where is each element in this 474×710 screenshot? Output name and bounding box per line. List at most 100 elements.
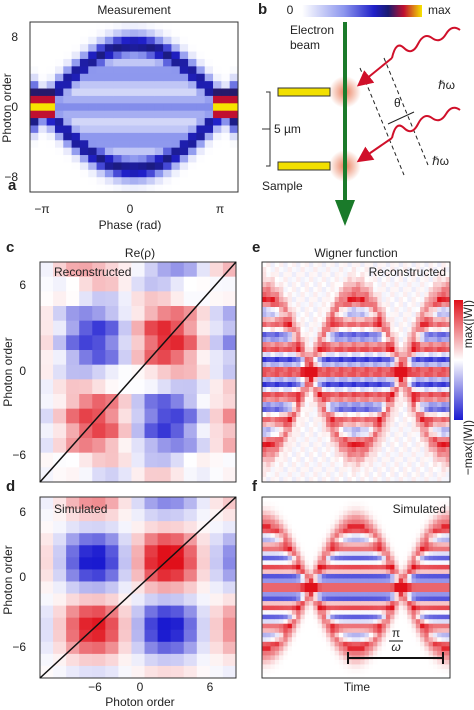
heatmap-cell <box>92 497 106 510</box>
heatmap-cell <box>213 103 222 112</box>
heatmap-cell <box>338 477 344 483</box>
heatmap-cell <box>347 555 353 561</box>
heatmap-cell <box>445 668 451 674</box>
heatmap-cell <box>270 528 276 534</box>
heatmap-cell <box>326 596 331 602</box>
heatmap-cell <box>53 569 67 582</box>
heatmap-cell <box>170 533 185 546</box>
heatmap-cell <box>385 632 391 638</box>
heatmap-cell <box>40 557 54 570</box>
heatmap-cell <box>437 262 442 268</box>
heatmap-cell <box>138 103 147 112</box>
heatmap-cell <box>364 578 370 584</box>
heatmap-cell <box>432 387 438 393</box>
heatmap-cell <box>291 337 297 343</box>
heatmap-cell <box>309 327 314 333</box>
heatmap-cell <box>403 519 408 525</box>
heatmap-cell <box>63 95 72 104</box>
heatmap-cell <box>274 515 280 521</box>
heatmap-cell <box>266 382 271 388</box>
heatmap-cell <box>403 601 408 606</box>
heatmap-cell <box>368 510 374 516</box>
heatmap-cell <box>381 619 387 625</box>
heatmap-cell <box>407 262 412 268</box>
heatmap-cell <box>411 564 417 570</box>
heatmap-cell <box>441 452 447 458</box>
heatmap-cell <box>343 442 348 448</box>
heatmap-cell <box>385 372 391 378</box>
heatmap-cell <box>129 118 139 126</box>
heatmap-cell <box>377 367 383 373</box>
heatmap-cell <box>283 551 289 557</box>
heatmap-cell <box>266 528 271 534</box>
heatmap-cell <box>317 632 323 638</box>
heatmap-cell <box>304 307 310 313</box>
heatmap-cell <box>304 282 310 288</box>
panel-letter: a <box>8 177 17 194</box>
heatmap-cell <box>196 306 211 322</box>
heatmap-cell <box>377 546 383 552</box>
heatmap-cell <box>287 551 293 557</box>
heatmap-cell <box>381 533 387 539</box>
heatmap-cell <box>304 560 310 566</box>
heatmap-cell <box>420 347 425 353</box>
heatmap-cell <box>300 533 306 539</box>
heatmap-cell <box>368 632 374 638</box>
heatmap-cell <box>304 322 310 328</box>
heatmap-cell <box>373 596 378 602</box>
heatmap-cell <box>377 432 383 438</box>
heatmap-cell <box>437 392 442 398</box>
heatmap-cell <box>381 592 387 597</box>
heatmap-cell <box>407 623 412 629</box>
heatmap-cell <box>403 317 408 323</box>
heatmap-cell <box>287 628 293 634</box>
heatmap-cell <box>262 407 267 413</box>
heatmap-cell <box>385 533 391 539</box>
heatmap-cell <box>407 437 412 443</box>
heatmap-cell <box>403 347 408 353</box>
heatmap-cell <box>338 282 344 288</box>
heatmap-cell <box>317 302 323 308</box>
heatmap-cell <box>373 555 378 561</box>
heatmap-cell <box>283 673 289 679</box>
heatmap-cell <box>398 605 404 611</box>
heatmap-cell <box>424 668 430 674</box>
heatmap-cell <box>287 412 293 418</box>
heatmap-cell <box>411 437 417 443</box>
heatmap-cell <box>157 569 172 582</box>
heatmap-cell <box>300 382 306 388</box>
heatmap-cell <box>279 352 284 358</box>
heatmap-cell <box>377 555 383 561</box>
heatmap-cell <box>356 312 361 318</box>
heatmap-cell <box>394 569 400 575</box>
heatmap-cell <box>92 665 106 679</box>
heatmap-cell <box>326 542 331 548</box>
heatmap-cell <box>287 650 293 656</box>
heatmap-cell <box>415 528 421 534</box>
heatmap-cell <box>266 442 271 448</box>
heatmap-cell <box>266 282 271 288</box>
heatmap-cell <box>118 509 132 522</box>
heatmap-cell <box>170 350 185 366</box>
heatmap-cell <box>334 551 340 557</box>
heatmap-cell <box>262 619 267 625</box>
heatmap-cell <box>377 457 383 463</box>
heatmap-cell <box>317 578 323 584</box>
heatmap-cell <box>411 382 417 388</box>
heatmap-cell <box>204 147 214 156</box>
heatmap-cell <box>88 103 97 112</box>
heatmap-cell <box>432 605 438 611</box>
heatmap-cell <box>347 524 353 530</box>
heatmap-cell <box>270 462 276 468</box>
heatmap-cell <box>398 569 404 575</box>
heatmap-cell <box>356 327 361 333</box>
heatmap-cell <box>79 44 89 52</box>
y-tick-label: −8 <box>4 170 18 184</box>
heatmap-cell <box>188 177 197 186</box>
heatmap-cell <box>360 601 365 606</box>
heatmap-cell <box>415 664 421 670</box>
heatmap-cell <box>394 377 400 383</box>
heatmap-cell <box>79 125 89 134</box>
heatmap-cell <box>300 287 306 293</box>
heatmap-cell <box>296 407 301 413</box>
